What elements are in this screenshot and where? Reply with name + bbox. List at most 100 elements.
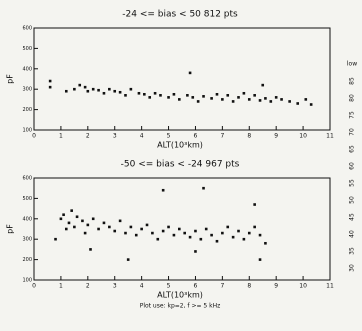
- y-tick-label: 100: [22, 278, 32, 284]
- data-point: [129, 225, 133, 229]
- x-tick-label: 7: [220, 133, 224, 140]
- data-point: [97, 88, 100, 92]
- x-tick-label: 10: [299, 283, 307, 290]
- x-tick-label: 7: [220, 283, 224, 290]
- data-point: [215, 239, 219, 243]
- plot-frame: [33, 27, 331, 131]
- data-point: [86, 89, 90, 93]
- margin-label: 30: [349, 264, 356, 272]
- margin-label: 65: [349, 145, 356, 153]
- data-point: [148, 96, 152, 99]
- data-point: [48, 85, 52, 89]
- y-tick-label: 200: [22, 257, 32, 263]
- data-point: [231, 100, 235, 103]
- margin-label: 40: [349, 230, 356, 238]
- data-point: [161, 229, 165, 233]
- margin-label: 85: [349, 77, 356, 85]
- data-point: [161, 188, 165, 192]
- data-point: [196, 100, 200, 103]
- data-point: [140, 227, 143, 231]
- data-point: [253, 94, 256, 97]
- x-tick-label: 2: [86, 283, 90, 290]
- data-point: [215, 93, 219, 96]
- data-point: [108, 87, 111, 91]
- data-point: [145, 223, 149, 227]
- data-point: [97, 227, 100, 231]
- data-point: [264, 97, 267, 100]
- data-point: [78, 83, 82, 87]
- data-point: [194, 229, 197, 233]
- x-tick-label: 6: [194, 283, 198, 290]
- data-point: [126, 258, 130, 261]
- data-point: [188, 235, 192, 239]
- x-tick-label: 10: [299, 133, 307, 140]
- data-point: [118, 219, 122, 223]
- y-axis-label: pF: [6, 224, 15, 234]
- y-tick-label: 100: [22, 128, 32, 134]
- x-tick-label: 0: [32, 283, 36, 290]
- data-point: [183, 231, 186, 235]
- data-point: [280, 98, 283, 101]
- data-point: [91, 87, 95, 91]
- data-point: [113, 229, 117, 233]
- data-point: [70, 209, 73, 212]
- data-point: [202, 186, 205, 190]
- margin-label: 45: [349, 213, 356, 221]
- y-tick-label: 400: [22, 66, 32, 72]
- x-tick-label: 8: [247, 283, 251, 290]
- data-point: [102, 221, 106, 225]
- data-point: [191, 96, 195, 99]
- x-axis-label: ALT(10³km): [157, 291, 203, 300]
- data-point: [231, 235, 235, 239]
- data-point: [188, 71, 192, 75]
- chart-title: -24 <= bias < 50 812 pts: [122, 10, 238, 20]
- data-point: [64, 227, 68, 231]
- data-point: [258, 99, 262, 102]
- data-point: [247, 231, 251, 235]
- data-point: [75, 215, 79, 219]
- y-tick-label: 600: [22, 176, 32, 182]
- x-axis-label: ALT(10³km): [157, 141, 203, 150]
- data-point: [221, 98, 224, 101]
- y-tick-label: 300: [22, 87, 32, 93]
- data-point: [124, 231, 127, 235]
- margin-label: 35: [349, 247, 356, 255]
- data-point: [202, 95, 205, 98]
- data-point: [81, 219, 84, 223]
- data-point: [247, 98, 251, 101]
- data-point: [62, 213, 65, 217]
- y-tick-label: 500: [22, 196, 32, 202]
- data-point: [91, 217, 95, 221]
- plot-frame: [33, 177, 331, 281]
- x-tick-label: 11: [326, 283, 334, 290]
- footnote: Plot use: kp=2, f >= 5 kHz: [140, 303, 221, 310]
- data-point: [226, 94, 230, 97]
- margin-label: 75: [349, 111, 356, 119]
- x-tick-label: 0: [32, 133, 36, 140]
- data-point: [309, 103, 313, 106]
- data-point: [64, 89, 68, 93]
- data-point: [258, 233, 262, 237]
- x-tick-label: 5: [167, 283, 171, 290]
- data-point: [237, 96, 240, 99]
- x-tick-label: 2: [86, 133, 90, 140]
- y-axis-label: pF: [6, 74, 15, 84]
- y-tick-label: 300: [22, 237, 32, 243]
- data-point: [172, 233, 176, 237]
- margin-label: 55: [349, 179, 356, 187]
- data-point: [210, 233, 213, 237]
- margin-label: 80: [349, 94, 356, 102]
- data-point: [172, 93, 176, 96]
- data-point: [134, 233, 138, 237]
- data-point: [67, 221, 71, 225]
- data-point: [143, 93, 146, 96]
- x-tick-label: 1: [59, 133, 63, 140]
- data-point: [264, 241, 267, 245]
- margin-label: 50: [349, 196, 356, 204]
- data-point: [59, 217, 63, 221]
- data-point: [167, 96, 170, 99]
- x-tick-label: 3: [113, 133, 117, 140]
- x-tick-label: 4: [140, 133, 144, 140]
- margin-label: 60: [349, 162, 356, 170]
